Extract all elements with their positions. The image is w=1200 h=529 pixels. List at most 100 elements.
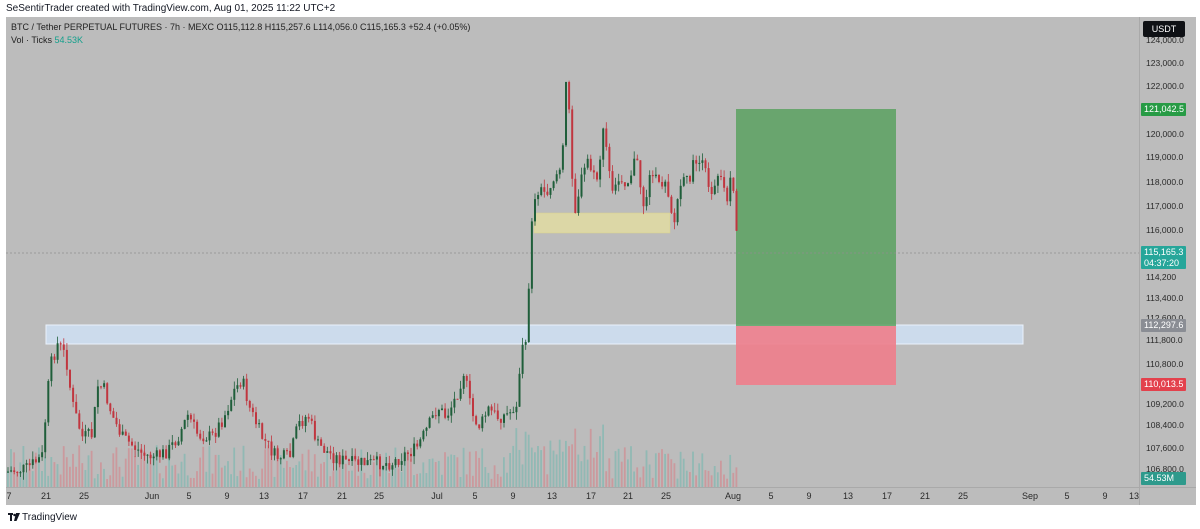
chart-plot-area[interactable]: BTC / Tether PERPETUAL FUTURES · 7h · ME… bbox=[6, 17, 1139, 487]
volume-bar bbox=[707, 470, 710, 487]
candle-body bbox=[372, 459, 375, 461]
candle-body bbox=[31, 459, 34, 466]
volume-bar bbox=[81, 463, 84, 487]
candle-body bbox=[41, 452, 44, 458]
volume-bar bbox=[679, 451, 682, 487]
volume-bar bbox=[710, 475, 713, 487]
candle-body bbox=[267, 440, 270, 442]
candle-body bbox=[335, 455, 338, 464]
candle-body bbox=[251, 407, 254, 413]
volume-bar bbox=[645, 450, 648, 487]
volume-bar bbox=[84, 470, 87, 487]
volume-bar bbox=[552, 450, 555, 487]
volume-bar bbox=[620, 461, 623, 487]
volume-bar bbox=[382, 467, 384, 487]
volume-bar bbox=[400, 471, 403, 487]
candle-body bbox=[351, 456, 354, 461]
candle-body bbox=[558, 169, 561, 175]
candle-body bbox=[363, 457, 366, 466]
price-chart-svg[interactable] bbox=[6, 17, 1139, 487]
price-tick-top: 124,000.0 bbox=[1146, 35, 1184, 45]
volume-bar bbox=[605, 471, 608, 487]
date-label: 17 bbox=[881, 491, 893, 501]
candle-body bbox=[735, 190, 738, 231]
last-price-tag: 115,165.3 04:37:20 bbox=[1141, 246, 1186, 269]
candle-body bbox=[34, 459, 37, 463]
candle-body bbox=[174, 442, 177, 446]
volume-bar bbox=[134, 456, 136, 487]
volume-bar bbox=[636, 467, 639, 487]
stop-price-tag: 110,013.5 bbox=[1141, 378, 1186, 391]
candle-body bbox=[397, 459, 400, 465]
candle-body bbox=[326, 451, 329, 453]
footer-brand[interactable]: TradingView bbox=[22, 512, 78, 523]
date-label: 25 bbox=[373, 491, 385, 501]
volume-bar bbox=[372, 462, 375, 487]
scale-corner[interactable] bbox=[1139, 487, 1196, 505]
candle-body bbox=[357, 459, 360, 465]
volume-bar bbox=[25, 472, 28, 487]
candle-body bbox=[698, 162, 701, 164]
volume-bar bbox=[571, 444, 573, 487]
candle-body bbox=[534, 199, 536, 222]
volume-bar bbox=[701, 453, 704, 487]
candle-body bbox=[611, 171, 614, 191]
candle-body bbox=[630, 175, 633, 184]
volume-bar bbox=[546, 474, 549, 487]
candle-body bbox=[490, 406, 493, 411]
time-scale[interactable]: 7 21 25 Jun 5 9 13 17 21 25 Jul 5 9 13 1… bbox=[6, 487, 1139, 505]
volume-bar bbox=[65, 457, 68, 487]
price-scale[interactable]: USDT 124,000.0 123,000.0 122,000.0 120,0… bbox=[1139, 17, 1196, 487]
candle-body bbox=[202, 438, 205, 442]
date-label: 21 bbox=[40, 491, 52, 501]
candle-body bbox=[596, 172, 598, 180]
volume-bar bbox=[623, 447, 626, 487]
volume-bar bbox=[521, 464, 524, 487]
volume-bar bbox=[56, 464, 59, 487]
candle-body bbox=[47, 381, 50, 423]
date-label: 17 bbox=[297, 491, 309, 501]
volume-bar bbox=[481, 448, 484, 487]
volume-bar bbox=[329, 476, 332, 487]
date-label: 13 bbox=[1128, 491, 1140, 501]
date-label: 21 bbox=[622, 491, 634, 501]
volume-bar bbox=[155, 445, 158, 487]
currency-button[interactable]: USDT bbox=[1143, 21, 1185, 37]
candle-body bbox=[19, 472, 22, 474]
candle-body bbox=[205, 440, 208, 442]
candle-body bbox=[217, 422, 220, 437]
candle-body bbox=[521, 344, 524, 374]
candle-body bbox=[633, 158, 636, 176]
target-zone[interactable] bbox=[736, 109, 896, 326]
volume-bar bbox=[388, 473, 391, 487]
volume-bar bbox=[611, 478, 614, 487]
candle-body bbox=[648, 175, 651, 198]
volume-bar bbox=[642, 466, 645, 487]
candle-body bbox=[264, 439, 267, 441]
volume-bar bbox=[614, 451, 617, 487]
volume-bar bbox=[47, 475, 50, 487]
volume-bar bbox=[78, 445, 81, 487]
month-label: Jul bbox=[431, 491, 443, 501]
volume-legend-value: 54.53K bbox=[54, 35, 84, 45]
volume-bar bbox=[282, 467, 285, 487]
price-tick: 123,000.0 bbox=[1146, 58, 1184, 68]
price-tick: 117,000.0 bbox=[1146, 201, 1184, 211]
volume-bar bbox=[295, 465, 298, 487]
candle-body bbox=[242, 378, 245, 387]
candle-body bbox=[341, 455, 344, 465]
candle-body bbox=[512, 412, 515, 414]
date-label: 13 bbox=[546, 491, 558, 501]
consolidation-zone[interactable] bbox=[533, 212, 671, 234]
candle-body bbox=[84, 431, 87, 437]
date-label: 25 bbox=[957, 491, 969, 501]
volume-scale-tag: 54.53M bbox=[1141, 472, 1186, 485]
candle-body bbox=[530, 221, 533, 289]
volume-bar bbox=[397, 468, 400, 487]
date-label: 5 bbox=[186, 491, 192, 501]
candle-body bbox=[589, 158, 592, 171]
candle-body bbox=[65, 349, 68, 370]
chart-frame[interactable]: BTC / Tether PERPETUAL FUTURES · 7h · ME… bbox=[6, 17, 1196, 487]
volume-bar bbox=[419, 473, 422, 487]
stop-zone[interactable] bbox=[736, 326, 896, 385]
